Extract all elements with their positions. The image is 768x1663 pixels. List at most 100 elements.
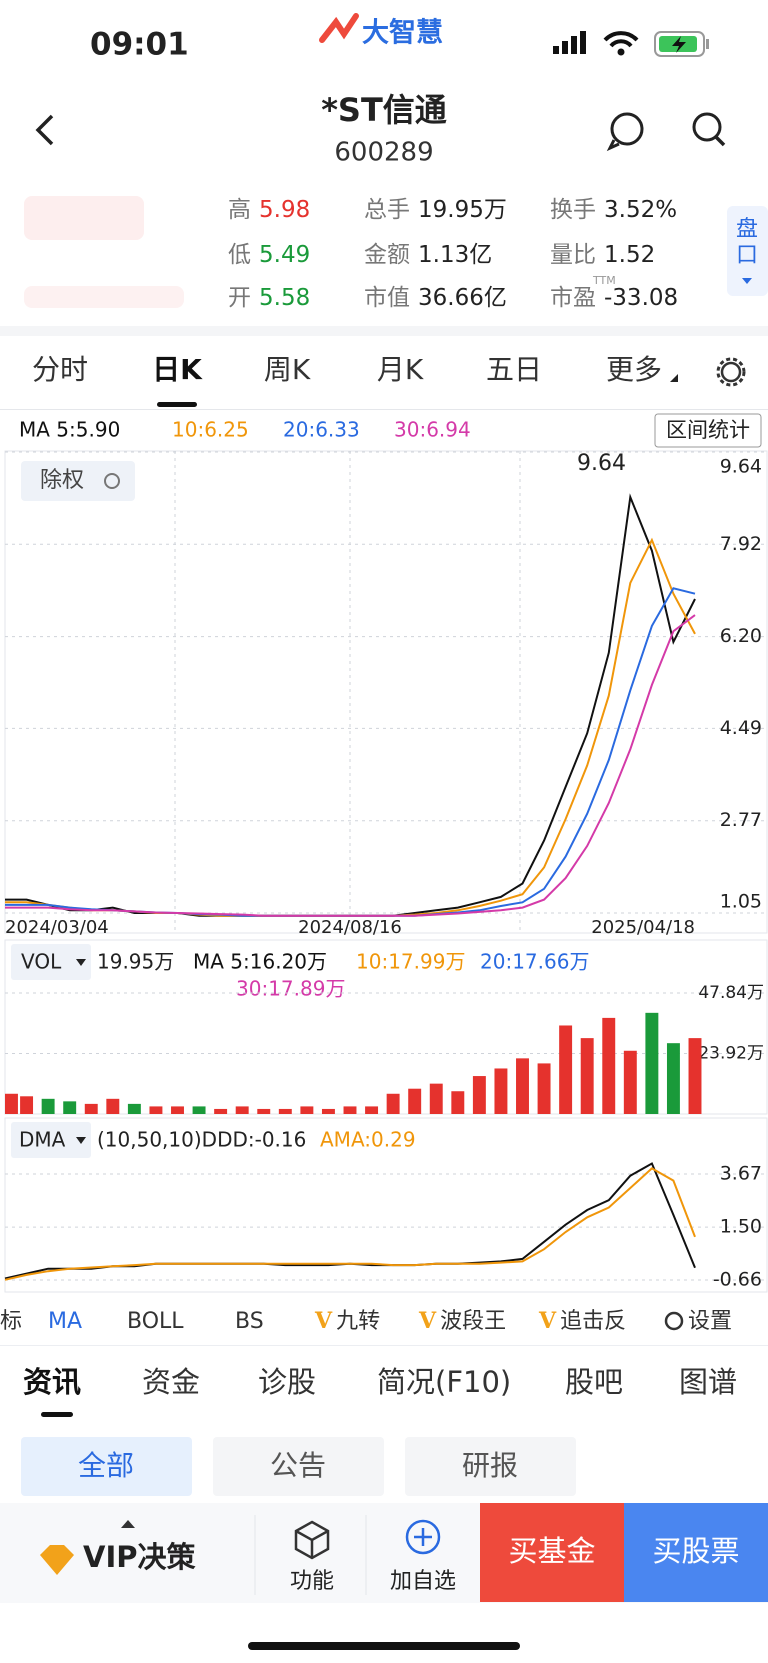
status-time: 09:01: [90, 27, 189, 63]
quote-label: 低: [228, 242, 251, 268]
vol-button-bg[interactable]: [11, 944, 91, 980]
vol-arrow: [76, 959, 86, 966]
side-button-bg[interactable]: [727, 206, 768, 296]
filter-label[interactable]: 公告: [270, 1449, 326, 1482]
y-tick-label: 47.84万: [698, 983, 764, 1003]
filter-bg[interactable]: [213, 1437, 384, 1496]
volume-bar: [127, 1103, 141, 1114]
side-button-label[interactable]: 口: [736, 243, 758, 268]
indicator-badge: V: [418, 1308, 437, 1334]
quote-value: 19.95万: [418, 197, 507, 223]
dma-ama: AMA:0.29: [320, 1128, 416, 1152]
dma-button[interactable]: DMA: [19, 1128, 66, 1152]
quote-label: 市盈: [550, 285, 596, 311]
buy-fund-bg[interactable]: [480, 1503, 624, 1602]
period-tab[interactable]: 分时: [32, 353, 88, 386]
indicator-label: 九转: [336, 1309, 380, 1334]
filter-label[interactable]: 研报: [462, 1449, 518, 1482]
volume-bar: [666, 1043, 680, 1114]
vol-button[interactable]: VOL: [21, 950, 62, 974]
tab-underline: [157, 402, 197, 407]
indicator-label: 波段王: [440, 1309, 506, 1334]
indicator-label: BOLL: [127, 1309, 184, 1334]
news-tab[interactable]: 诊股: [258, 1365, 316, 1399]
price-blur: [24, 196, 144, 240]
filter-bg[interactable]: [21, 1437, 192, 1496]
quote-item: 开 5.58: [228, 285, 310, 311]
period-tab[interactable]: 月K: [377, 353, 424, 386]
wifi-icon: [603, 31, 639, 48]
quote-value: 1.52: [604, 242, 655, 268]
news-tab[interactable]: 股吧: [565, 1365, 623, 1399]
buy-stock-bg[interactable]: [624, 1503, 768, 1602]
news-tab[interactable]: 图谱: [679, 1365, 737, 1399]
watch-plus: [414, 1528, 432, 1546]
range-button[interactable]: 区间统计: [666, 418, 750, 442]
vol-ma-legend: 30:17.89万: [236, 977, 345, 1001]
quote-item: 金额 1.13亿: [364, 242, 492, 268]
filter-bg[interactable]: [405, 1437, 576, 1496]
dma-button-bg[interactable]: [11, 1122, 91, 1158]
buy-fund-button[interactable]: 买基金: [508, 1534, 595, 1568]
chat-button[interactable]: [606, 112, 644, 152]
indicator-badge: V: [538, 1308, 557, 1334]
settings-gear: [664, 1311, 684, 1331]
period-tab[interactable]: 五日: [486, 353, 542, 386]
period-tab[interactable]: 更多: [606, 353, 662, 386]
volume-bar: [214, 1108, 228, 1114]
pe-superscript: TTM: [592, 274, 616, 287]
volume-bar: [192, 1106, 206, 1114]
quote-item: 市盈 -33.08: [550, 285, 678, 311]
news-tab[interactable]: 简况(F10): [377, 1365, 511, 1399]
y-tick-label: 2.77: [720, 809, 762, 831]
indicator-tab[interactable]: V 九转: [314, 1308, 380, 1334]
side-arrow: [742, 278, 752, 284]
peak-label: 9.64: [577, 451, 626, 476]
indicator-tab[interactable]: V 追击反: [538, 1308, 626, 1334]
news-tab[interactable]: 资金: [142, 1365, 200, 1399]
adjust-button[interactable]: 除权: [40, 468, 84, 493]
ma-legend: 10:6.25: [172, 418, 249, 442]
indicator-tab[interactable]: V 波段王: [418, 1308, 506, 1334]
battery-icon: [654, 31, 709, 57]
y-tick-label: 3.67: [720, 1163, 762, 1185]
buy-stock-button[interactable]: 买股票: [652, 1534, 739, 1568]
adjust-button-bg[interactable]: [21, 461, 135, 501]
quote-label: 总手: [364, 197, 410, 223]
volume-bar: [300, 1106, 314, 1114]
vip-button[interactable]: VIP决策: [83, 1540, 196, 1574]
period-tab[interactable]: 周K: [264, 353, 311, 386]
volume-bar: [63, 1101, 77, 1114]
search-button[interactable]: [692, 112, 726, 147]
x-tick-label: 2025/04/18: [591, 917, 695, 938]
watch-button[interactable]: 加自选: [390, 1569, 456, 1594]
range-button-bg[interactable]: [654, 413, 762, 448]
quote-item: 换手 3.52%: [550, 197, 677, 223]
y-tick-label: 4.49: [720, 717, 762, 739]
watch-icon: [405, 1519, 441, 1555]
quote-item: 市值 36.66亿: [364, 285, 507, 311]
ma-line: [4, 1167, 696, 1281]
func-button[interactable]: 功能: [290, 1569, 334, 1594]
filter-label[interactable]: 全部: [78, 1449, 134, 1482]
side-button-label[interactable]: 盘: [736, 217, 758, 242]
indicator-tab[interactable]: BS: [235, 1309, 264, 1334]
indicator-tab[interactable]: MA: [48, 1309, 82, 1334]
quote-value: 36.66亿: [418, 285, 507, 311]
y-tick-label: 6.20: [720, 625, 762, 647]
divider: [0, 409, 768, 410]
volume-bar: [451, 1091, 465, 1114]
indicator-tab[interactable]: 设置: [688, 1309, 732, 1334]
indicator-tab[interactable]: 标: [0, 1309, 22, 1334]
divider: [0, 1345, 768, 1346]
y-tick-label: 1.05: [720, 891, 762, 913]
change-blur: [24, 286, 184, 308]
indicator-tab[interactable]: BOLL: [127, 1309, 184, 1334]
volume-bar: [516, 1058, 529, 1114]
back-button[interactable]: [35, 114, 54, 146]
up-arrow: [121, 1520, 135, 1528]
chart-settings[interactable]: [716, 357, 746, 387]
news-tab[interactable]: 资讯: [23, 1365, 81, 1399]
period-tab[interactable]: 日K: [152, 353, 203, 386]
x-tick-label: 2024/08/16: [298, 917, 402, 938]
